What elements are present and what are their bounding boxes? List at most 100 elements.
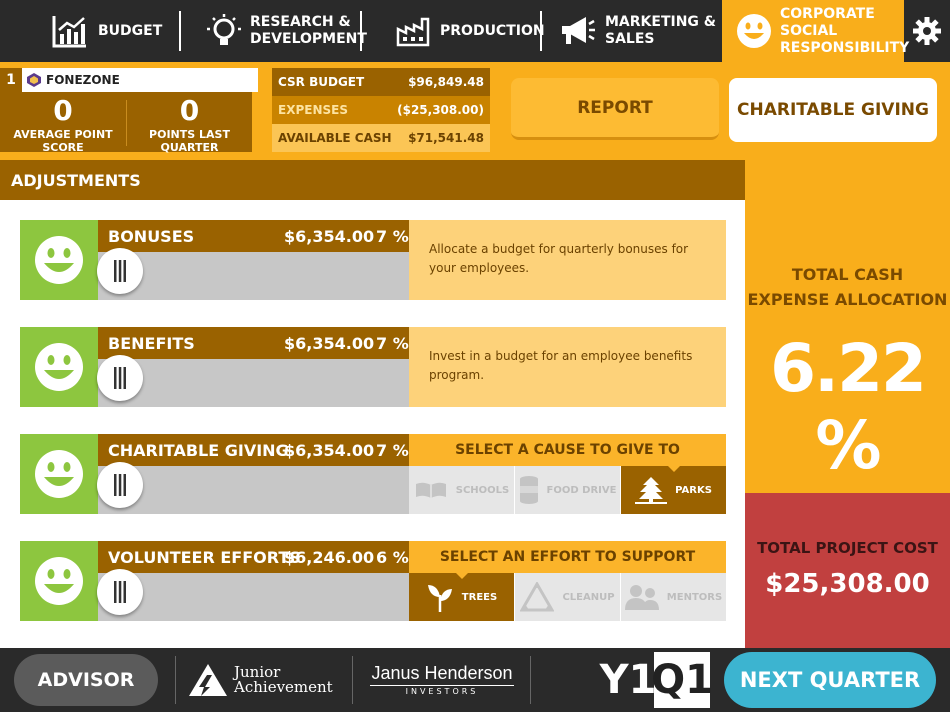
footer-divider — [530, 656, 531, 704]
expenses-row: EXPENSES ($25,308.00) — [272, 96, 490, 124]
adjustment-percent: 7 % — [376, 441, 409, 460]
slider-handle[interactable] — [97, 355, 143, 401]
junior-achievement-mark-icon — [188, 663, 228, 697]
adjustment-percent: 6 % — [376, 548, 409, 567]
adjustment-amount: $6,354.00 — [284, 441, 375, 460]
adjustment-percent: 7 % — [376, 227, 409, 246]
total-allocation-line2: EXPENSE ALLOCATION — [747, 290, 948, 309]
option-label: PARKS — [675, 484, 712, 496]
slider-handle[interactable] — [97, 248, 143, 294]
footer-divider — [352, 656, 353, 704]
available-cash-label: AVAILABLE CASH — [278, 131, 392, 145]
adjustment-percent: 7 % — [376, 334, 409, 353]
points-last-quarter: 0 POINTS LAST QUARTER — [127, 92, 252, 154]
tab-marketing-line1: MARKETING & — [605, 14, 717, 30]
option-schools[interactable]: SCHOOLS — [409, 466, 514, 514]
adjustment-amount: $6,246.00 — [284, 548, 375, 567]
available-cash-row: AVAILABLE CASH $71,541.48 — [272, 124, 490, 152]
company-name-field: FONEZONE — [22, 68, 258, 92]
option-label: FOOD DRIVE — [546, 484, 617, 496]
nav-divider — [179, 11, 181, 51]
year-indicator: Y1 — [599, 657, 657, 703]
gear-icon[interactable] — [904, 0, 950, 62]
expenses-value: ($25,308.00) — [397, 103, 484, 117]
slider-track[interactable] — [98, 573, 409, 621]
adjustment-row-charitable-giving: CHARITABLE GIVING $6,354.00 7 % SELECT A… — [20, 434, 726, 514]
option-food-drive[interactable]: FOOD DRIVE — [515, 466, 620, 514]
smiley-icon — [20, 220, 98, 300]
lightbulb-icon — [206, 11, 242, 51]
ja-line1: Junior — [234, 663, 281, 681]
tab-marketing-sales-label: MARKETING & SALES — [605, 14, 716, 48]
total-allocation-label: TOTAL CASH EXPENSE ALLOCATION — [745, 262, 950, 312]
smiley-icon — [20, 541, 98, 621]
total-project-cost-label: TOTAL PROJECT COST — [757, 539, 938, 557]
people-icon — [624, 584, 659, 610]
slider-handle[interactable] — [97, 462, 143, 508]
next-quarter-button[interactable]: NEXT QUARTER — [724, 652, 936, 708]
total-allocation-line1: TOTAL CASH — [791, 265, 904, 284]
option-mentors[interactable]: MENTORS — [621, 573, 726, 621]
adjustment-title: BENEFITS — [108, 334, 195, 353]
adjustment-bar: VOLUNTEER EFFORTS $6,246.00 6 % — [98, 541, 409, 573]
score-divider — [126, 100, 127, 146]
company-name: FONEZONE — [46, 73, 120, 87]
option-parks[interactable]: PARKS — [621, 465, 726, 514]
adjustment-bar: BONUSES $6,354.00 7 % — [98, 220, 409, 252]
advisor-button[interactable]: ADVISOR — [14, 654, 158, 706]
adjustment-row-volunteer-efforts: VOLUNTEER EFFORTS $6,246.00 6 % SELECT A… — [20, 541, 726, 621]
csr-budget-value: $96,849.48 — [408, 75, 484, 89]
adjustment-amount: $6,354.00 — [284, 334, 375, 353]
report-button[interactable]: REPORT — [511, 78, 719, 140]
slider-track[interactable] — [98, 359, 409, 407]
tab-research-development[interactable]: RESEARCH & DEVELOPMENT — [206, 0, 367, 62]
option-label: SCHOOLS — [455, 484, 510, 496]
options-header: SELECT AN EFFORT TO SUPPORT — [409, 541, 726, 573]
book-icon — [414, 481, 448, 499]
footer: ADVISOR Junior Achievement Janus Henderso… — [0, 648, 950, 712]
total-project-cost-value: $25,308.00 — [765, 569, 930, 599]
total-allocation-panel: TOTAL CASH EXPENSE ALLOCATION 6.22 % — [745, 160, 950, 493]
csr-budget-row: CSR BUDGET $96,849.48 — [272, 68, 490, 96]
smiley-icon — [736, 11, 772, 51]
tab-production-label: PRODUCTION — [440, 22, 545, 39]
janus-henderson-name: Janus Henderson — [371, 663, 513, 683]
recycle-icon — [520, 582, 555, 612]
slider-handle[interactable] — [97, 569, 143, 615]
option-label: MENTORS — [666, 591, 723, 603]
tab-production[interactable]: PRODUCTION — [396, 0, 545, 62]
charitable-giving-button[interactable]: CHARITABLE GIVING — [729, 78, 937, 142]
option-cleanup[interactable]: CLEANUP — [515, 573, 620, 621]
tab-csr-label: CORPORATE SOCIAL RESPONSIBILITY — [780, 6, 909, 57]
adjustment-amount: $6,354.00 — [284, 227, 375, 246]
adjustments-header: ADJUSTMENTS — [0, 160, 745, 200]
tab-corporate-social-responsibility[interactable]: CORPORATE SOCIAL RESPONSIBILITY — [722, 0, 909, 62]
option-trees[interactable]: TREES — [409, 572, 514, 621]
tab-csr-line2: RESPONSIBILITY — [780, 39, 910, 56]
adjustment-bar: BENEFITS $6,354.00 7 % — [98, 327, 409, 359]
smiley-icon — [20, 327, 98, 407]
scores-panel: 0 AVERAGE POINT SCORE 0 POINTS LAST QUAR… — [0, 92, 252, 154]
adjustment-description: Invest in a budget for an employee benef… — [409, 327, 726, 407]
tab-marketing-sales[interactable]: MARKETING & SALES — [557, 0, 717, 62]
footer-divider — [175, 656, 176, 704]
janus-henderson-logo: Janus Henderson INVESTORS — [364, 662, 520, 702]
tab-budget[interactable]: BUDGET — [50, 0, 178, 62]
option-label: CLEANUP — [562, 591, 615, 603]
smiley-icon — [20, 434, 98, 514]
tab-research-line1: RESEARCH & — [250, 14, 351, 30]
adjustment-title: VOLUNTEER EFFORTS — [108, 548, 301, 567]
junior-achievement-text: Junior Achievement — [234, 665, 333, 695]
adjustment-description: Allocate a budget for quarterly bonuses … — [409, 220, 726, 300]
adjustment-row-bonuses: BONUSES $6,354.00 7 % Allocate a budget … — [20, 220, 726, 300]
adjustment-title: CHARITABLE GIVING — [108, 441, 289, 460]
company-logo-icon — [26, 72, 42, 88]
total-project-cost-panel: TOTAL PROJECT COST $25,308.00 — [745, 493, 950, 648]
csr-budget-label: CSR BUDGET — [278, 75, 365, 89]
junior-achievement-logo: Junior Achievement — [188, 660, 340, 700]
options-header: SELECT A CAUSE TO GIVE TO — [409, 434, 726, 466]
average-point-score-label: AVERAGE POINT SCORE — [13, 128, 113, 154]
effort-options: TREES CLEANUP MENTORS — [409, 572, 726, 621]
slider-track[interactable] — [98, 252, 409, 300]
slider-track[interactable] — [98, 466, 409, 514]
